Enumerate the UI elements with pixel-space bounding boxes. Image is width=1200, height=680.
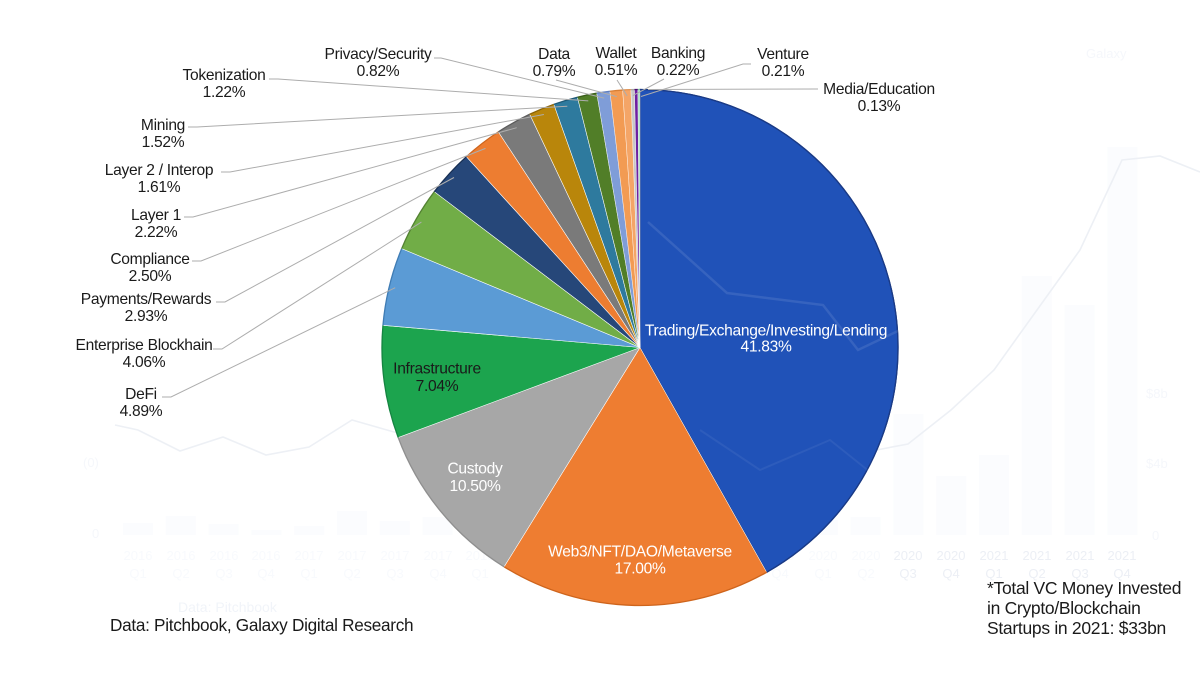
svg-text:2021: 2021 <box>1023 548 1052 563</box>
svg-text:1.22%: 1.22% <box>203 84 246 101</box>
svg-text:0: 0 <box>92 526 99 541</box>
svg-text:in Crypto/Blockchain: in Crypto/Blockchain <box>987 598 1141 618</box>
svg-text:1.52%: 1.52% <box>142 134 185 151</box>
svg-text:2016: 2016 <box>252 548 281 563</box>
svg-text:Infrastructure: Infrastructure <box>393 361 481 378</box>
svg-text:2.22%: 2.22% <box>135 224 178 241</box>
svg-text:$4b: $4b <box>1146 456 1168 471</box>
svg-text:Q1: Q1 <box>985 566 1002 581</box>
svg-text:2017: 2017 <box>295 548 324 563</box>
svg-text:Wallet: Wallet <box>596 45 638 62</box>
svg-text:2017: 2017 <box>381 548 410 563</box>
svg-text:2016: 2016 <box>124 548 153 563</box>
svg-text:2.50%: 2.50% <box>129 268 172 285</box>
svg-text:Layer 1: Layer 1 <box>131 207 181 224</box>
svg-text:DeFi: DeFi <box>125 386 157 403</box>
svg-text:Q3: Q3 <box>386 566 403 581</box>
svg-text:Data: Pitchbook: Data: Pitchbook <box>178 599 278 615</box>
svg-text:Startups in 2021: $33bn: Startups in 2021: $33bn <box>987 618 1166 638</box>
svg-text:2021: 2021 <box>1066 548 1095 563</box>
svg-text:Q4: Q4 <box>942 566 959 581</box>
svg-text:4.06%: 4.06% <box>123 354 166 371</box>
svg-text:Web3/NFT/DAO/Metaverse: Web3/NFT/DAO/Metaverse <box>548 544 732 561</box>
svg-text:Q4: Q4 <box>771 566 788 581</box>
svg-text:Enterprise Blockhain: Enterprise Blockhain <box>75 337 212 354</box>
svg-text:Q3: Q3 <box>899 566 916 581</box>
svg-text:Q2: Q2 <box>172 566 189 581</box>
svg-text:1.61%: 1.61% <box>138 179 181 196</box>
svg-text:*Total VC Money Invested: *Total VC Money Invested <box>987 578 1181 598</box>
svg-text:0.82%: 0.82% <box>357 63 400 80</box>
svg-text:Q2: Q2 <box>857 566 874 581</box>
svg-text:Trading/Exchange/Investing/Len: Trading/Exchange/Investing/Lending <box>645 323 887 340</box>
svg-text:Data: Data <box>538 46 570 63</box>
svg-text:0.13%: 0.13% <box>858 98 901 115</box>
svg-text:2020: 2020 <box>937 548 966 563</box>
svg-text:Q2: Q2 <box>343 566 360 581</box>
svg-text:2021: 2021 <box>980 548 1009 563</box>
svg-text:$8b: $8b <box>1146 386 1168 401</box>
svg-text:0.51%: 0.51% <box>595 62 638 79</box>
svg-text:Compliance: Compliance <box>110 251 189 268</box>
svg-text:2016: 2016 <box>210 548 239 563</box>
svg-text:Q3: Q3 <box>215 566 232 581</box>
svg-text:(0): (0) <box>83 455 99 470</box>
svg-text:0.79%: 0.79% <box>533 63 576 80</box>
svg-text:2021: 2021 <box>1108 548 1137 563</box>
svg-text:2020: 2020 <box>894 548 923 563</box>
svg-text:2020: 2020 <box>852 548 881 563</box>
svg-text:Galaxy: Galaxy <box>1086 46 1127 61</box>
svg-text:Privacy/Security: Privacy/Security <box>325 46 432 63</box>
svg-text:Data: Pitchbook, Galaxy Digita: Data: Pitchbook, Galaxy Digital Research <box>110 615 413 635</box>
svg-text:Q1: Q1 <box>471 566 488 581</box>
svg-text:Media/Education: Media/Education <box>823 81 935 98</box>
svg-text:0.21%: 0.21% <box>762 63 805 80</box>
svg-text:Q3: Q3 <box>1071 566 1088 581</box>
svg-text:Tokenization: Tokenization <box>182 67 265 84</box>
svg-text:Payments/Rewards: Payments/Rewards <box>81 291 212 308</box>
svg-text:Mining: Mining <box>141 117 185 134</box>
svg-text:Layer 2 / Interop: Layer 2 / Interop <box>105 162 214 179</box>
svg-text:0: 0 <box>1152 528 1159 543</box>
svg-text:2017: 2017 <box>338 548 367 563</box>
svg-text:10.50%: 10.50% <box>449 478 501 495</box>
svg-text:Q1: Q1 <box>300 566 317 581</box>
svg-text:Venture: Venture <box>757 46 809 63</box>
svg-text:2016: 2016 <box>167 548 196 563</box>
svg-text:17.00%: 17.00% <box>614 561 666 578</box>
svg-text:4.89%: 4.89% <box>120 403 163 420</box>
svg-text:0.22%: 0.22% <box>657 62 700 79</box>
svg-text:Q4: Q4 <box>257 566 274 581</box>
svg-text:2.93%: 2.93% <box>125 308 168 325</box>
svg-text:Q4: Q4 <box>1113 566 1130 581</box>
svg-text:2020: 2020 <box>809 548 838 563</box>
svg-text:Custody: Custody <box>447 461 503 478</box>
svg-text:Banking: Banking <box>651 45 705 62</box>
svg-text:Q2: Q2 <box>1028 566 1045 581</box>
svg-text:41.83%: 41.83% <box>740 339 792 356</box>
svg-text:Q1: Q1 <box>814 566 831 581</box>
svg-text:Q4: Q4 <box>429 566 446 581</box>
svg-text:2017: 2017 <box>424 548 453 563</box>
svg-text:7.04%: 7.04% <box>416 378 459 395</box>
svg-text:Q1: Q1 <box>129 566 146 581</box>
